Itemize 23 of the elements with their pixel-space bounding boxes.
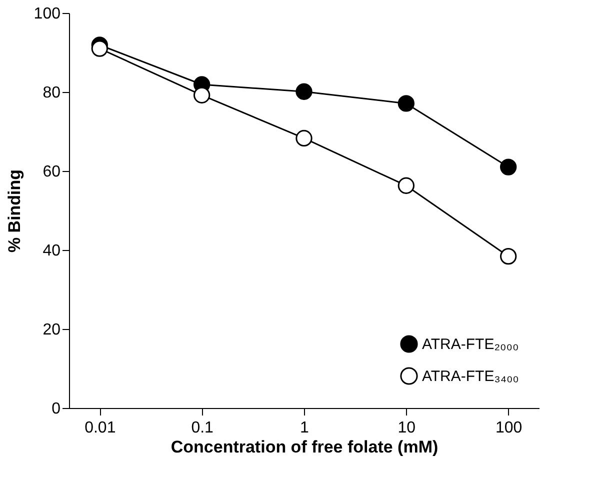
- point: [398, 177, 415, 194]
- legend-label: ATRA-FTE₂₀₀₀: [422, 336, 519, 353]
- x-axis-title: Concentration of free folate (mM): [170, 438, 438, 456]
- y-tick-label: 100: [34, 6, 61, 22]
- point: [500, 158, 517, 176]
- y-tick-label: 80: [42, 84, 61, 102]
- point: [296, 83, 312, 100]
- y-tick-label: 60: [42, 164, 61, 180]
- legend-label: ATRA-FTE₃₄₀₀: [422, 368, 519, 385]
- y-axis-title: % Binding: [4, 169, 24, 253]
- y-tick-label: 0: [52, 400, 61, 418]
- x-tick-label: 0.01: [84, 420, 116, 436]
- point: [398, 95, 415, 112]
- x-tick-label: 10: [398, 420, 416, 436]
- point: [193, 86, 210, 104]
- point: [296, 130, 312, 147]
- x-tick-label: 1: [300, 420, 310, 436]
- point: [500, 248, 517, 265]
- x-tick-label: 0.1: [191, 420, 214, 436]
- point: [91, 40, 108, 57]
- y-tick-label: 40: [42, 242, 61, 260]
- y-tick-label: 20: [42, 322, 61, 338]
- x-tick-label: 100: [495, 420, 522, 436]
